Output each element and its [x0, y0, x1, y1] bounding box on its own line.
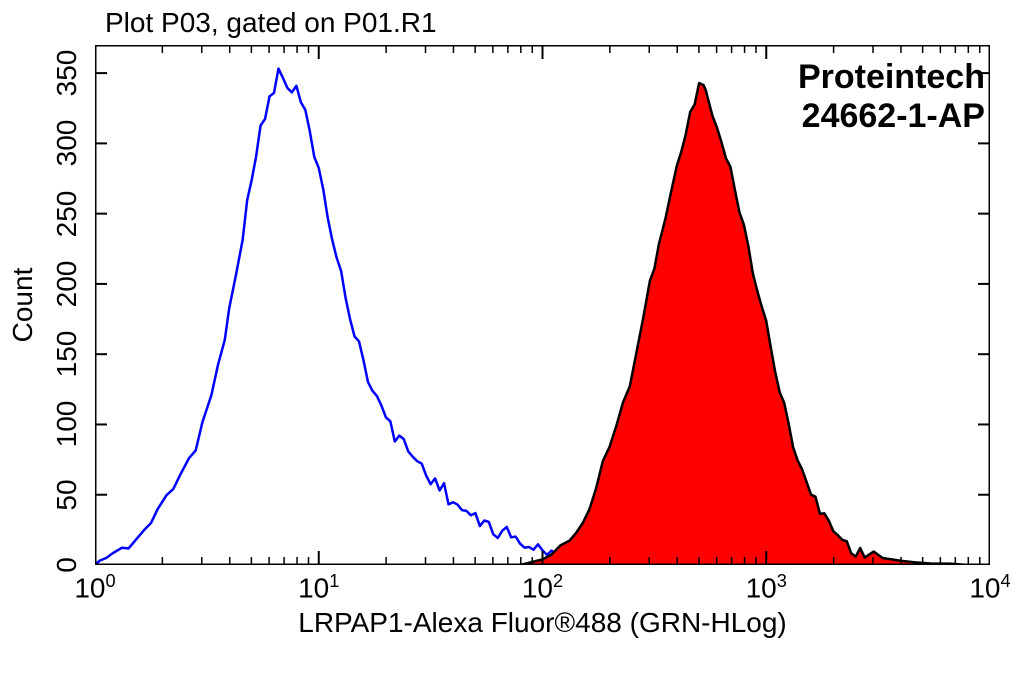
- y-tick-label: 250: [51, 190, 83, 237]
- x-tick-label: 104: [969, 571, 1010, 604]
- series-sample: [520, 83, 968, 565]
- x-tick-label: 102: [522, 571, 563, 604]
- y-tick-label: 0: [51, 557, 83, 573]
- x-axis-label: LRPAP1-Alexa Fluor®488 (GRN-HLog): [298, 607, 787, 639]
- y-axis-label: Count: [7, 268, 39, 343]
- chart-container: Plot P03, gated on P01.R1 LRPAP1-Alexa F…: [0, 0, 1015, 683]
- series-control: [95, 69, 610, 565]
- x-tick-label: 101: [298, 571, 339, 604]
- chart-title: Plot P03, gated on P01.R1: [105, 7, 437, 39]
- x-tick-label: 103: [746, 571, 787, 604]
- y-tick-label: 200: [51, 261, 83, 308]
- y-tick-label: 50: [51, 479, 83, 510]
- y-tick-label: 350: [51, 50, 83, 97]
- brand-annotation: Proteintech 24662-1-AP: [798, 58, 985, 136]
- y-tick-label: 300: [51, 120, 83, 167]
- y-tick-label: 150: [51, 331, 83, 378]
- x-tick-label: 100: [74, 571, 115, 604]
- y-tick-label: 100: [51, 401, 83, 448]
- annotation-line-1: Proteintech: [798, 58, 985, 97]
- annotation-line-2: 24662-1-AP: [798, 97, 985, 136]
